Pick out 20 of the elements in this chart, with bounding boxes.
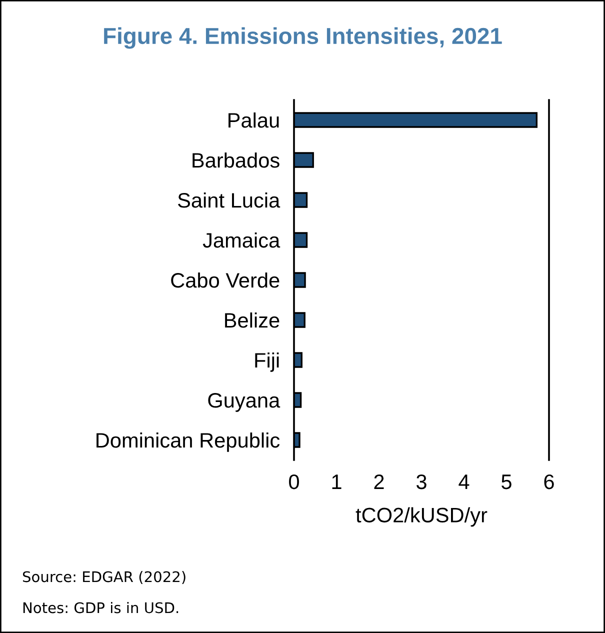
y-tick-label: Dominican Republic (96, 432, 280, 452)
source-note: Source: EDGAR (2022) (22, 570, 186, 584)
y-tick-label: Barbados (192, 152, 280, 168)
x-tick-label: 5 (502, 474, 512, 490)
y-tick-label: Saint Lucia (178, 192, 280, 208)
x-axis-title: tCO2/kUSD/yr (356, 507, 488, 527)
x-tick-label: 1 (332, 474, 342, 489)
y-tick-label: Jamaica (202, 232, 280, 248)
text: Notes: GDP is in USD. (23, 602, 178, 614)
y-tick-label: Cabo Verde (171, 272, 280, 288)
x-tick-label: 6 (544, 474, 554, 490)
y-tick-label: Palau (228, 112, 279, 128)
x-tick-label: 3 (416, 474, 426, 490)
x-tick-label: 2 (374, 474, 384, 489)
y-tick-label: Belize (225, 312, 280, 328)
x-tick-label: 4 (458, 474, 470, 489)
y-tick-label: Guyana (208, 393, 280, 412)
chart-title: Figure 4. Emissions Intensities, 2021 (104, 27, 502, 49)
y-tick-label: Fiji (255, 352, 279, 372)
x-tick-label: 0 (289, 474, 299, 490)
